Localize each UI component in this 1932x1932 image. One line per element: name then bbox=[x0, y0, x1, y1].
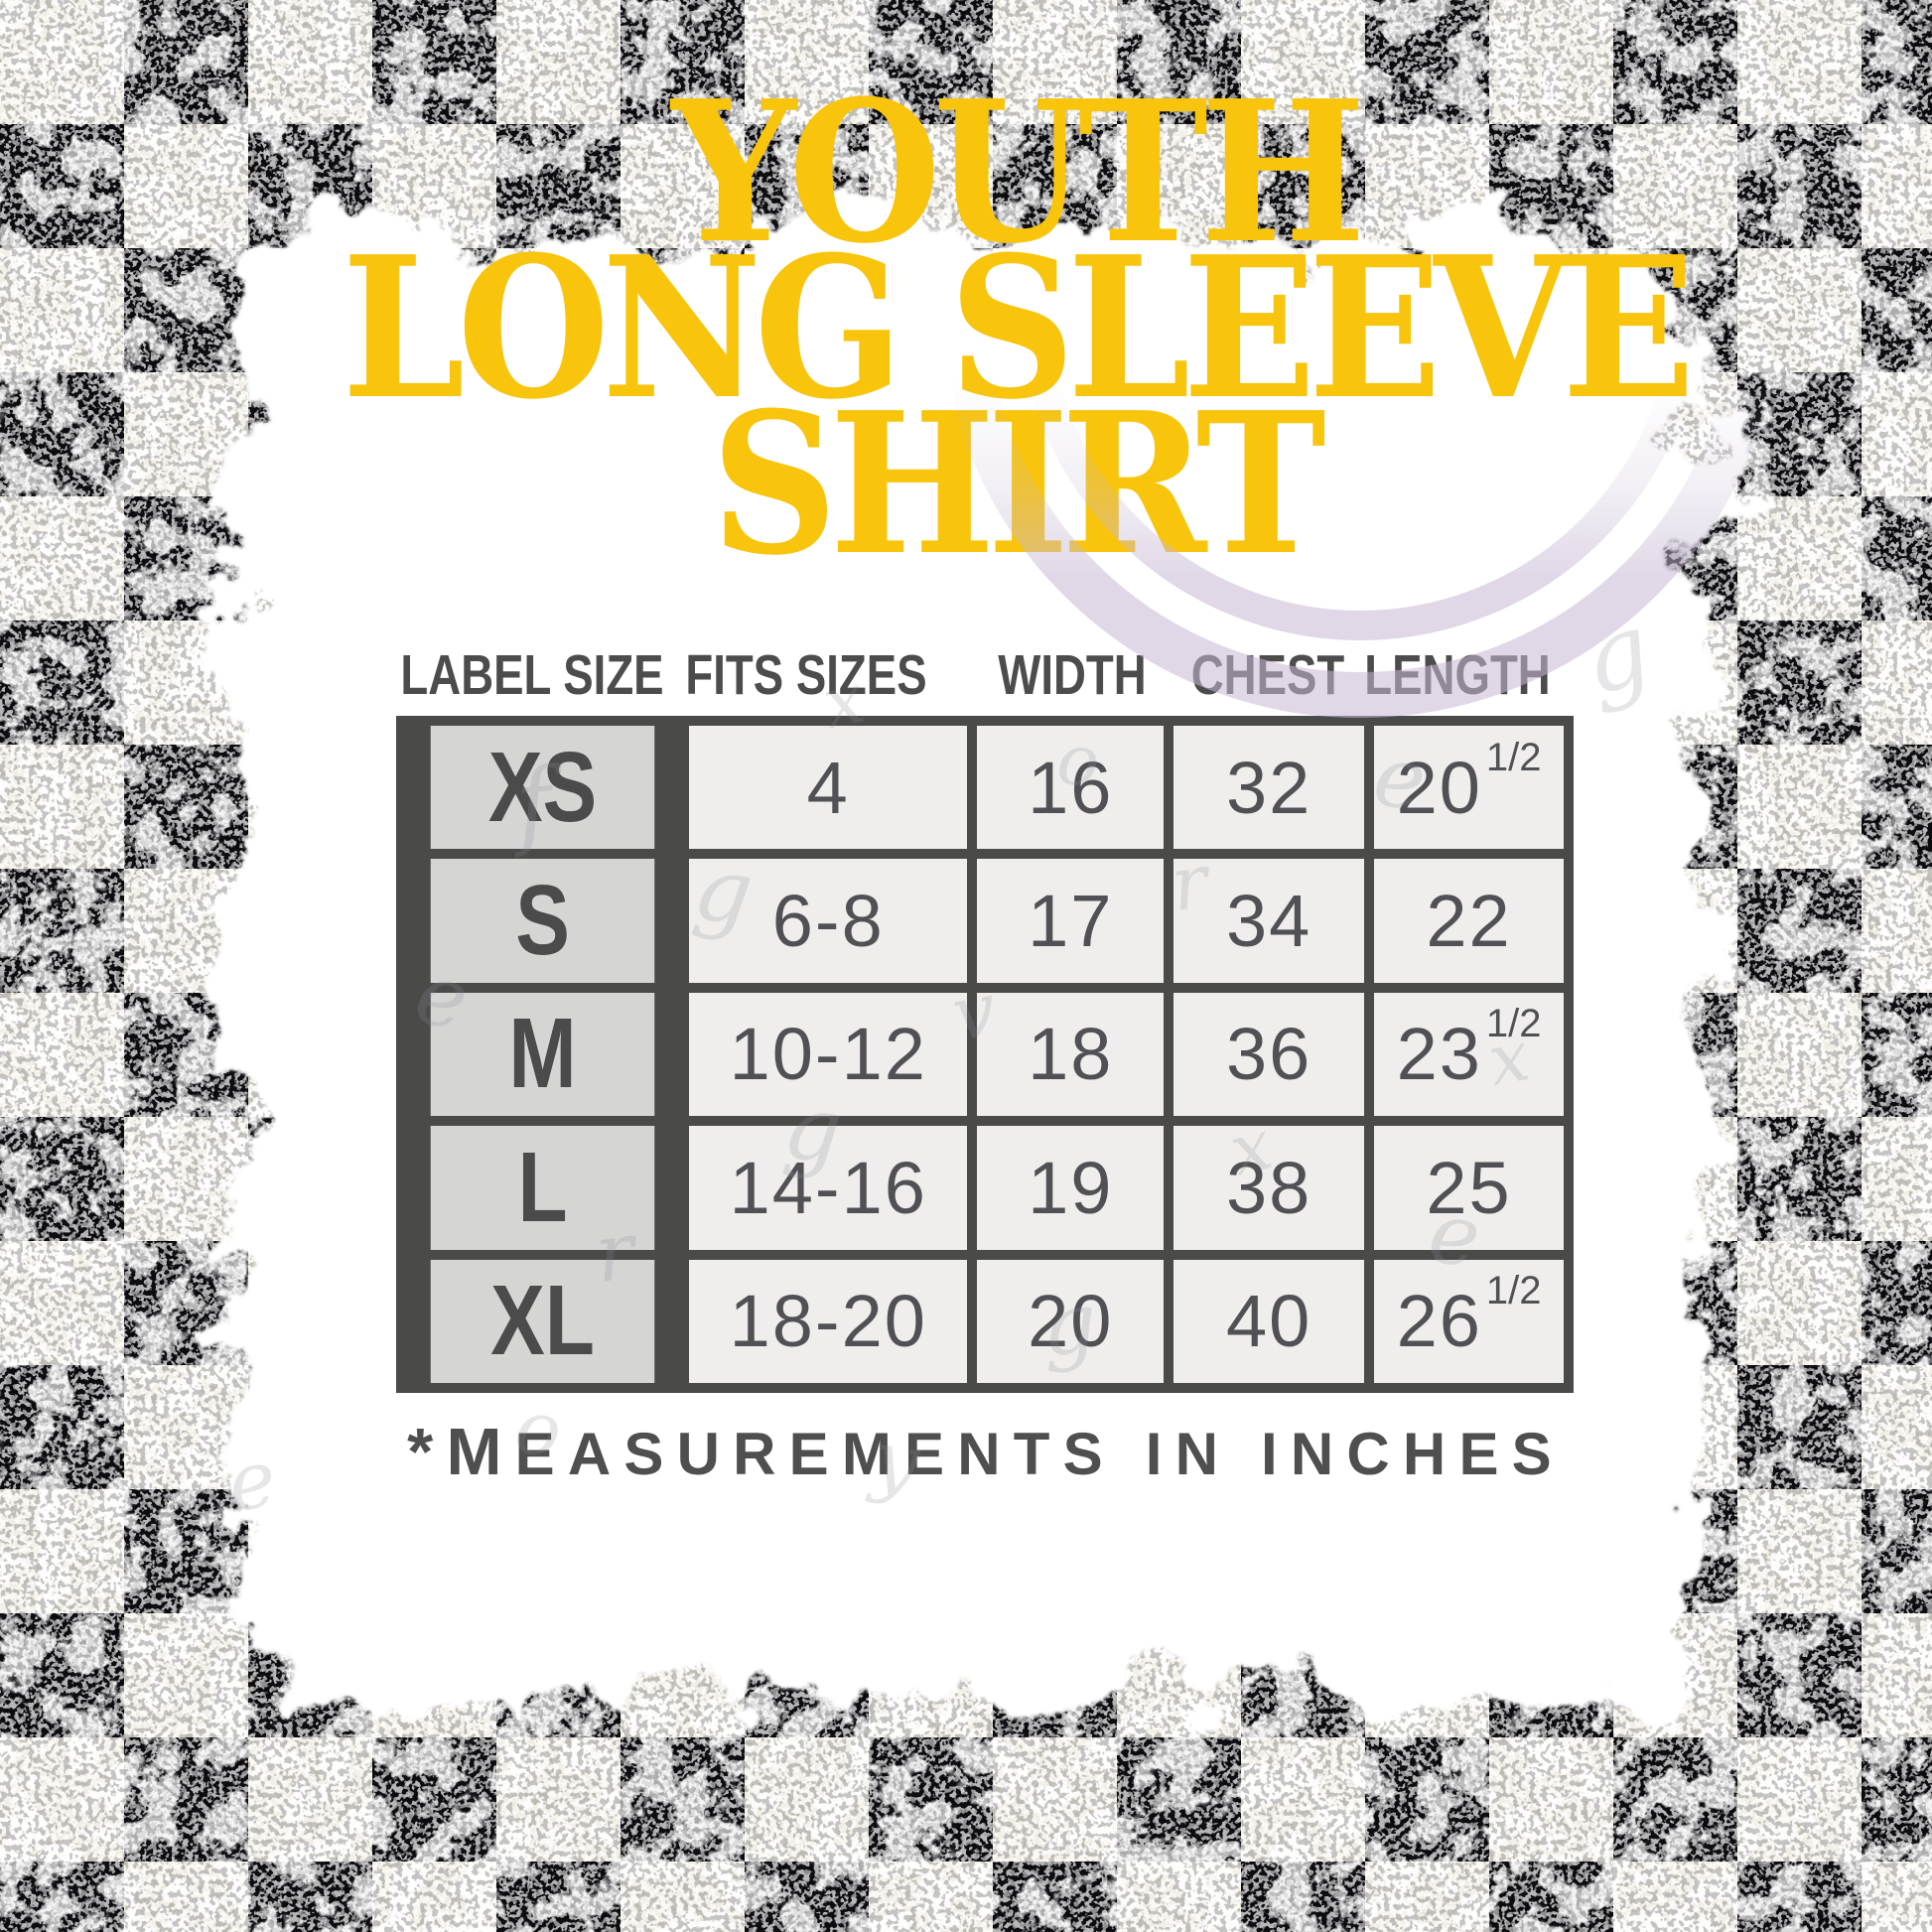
column-header-width: WIDTH bbox=[998, 643, 1147, 707]
table-cell-chest: 40 bbox=[1173, 1259, 1365, 1383]
circle-logo-watermark bbox=[953, 377, 1773, 718]
column-header-fits-sizes: FITS SIZES bbox=[685, 643, 927, 707]
table-row-label: S bbox=[430, 859, 655, 983]
table-cell-chest: 34 bbox=[1173, 859, 1365, 983]
table-cell-length: 26 1/2 bbox=[1374, 1259, 1564, 1383]
table-cell-width: 16 bbox=[977, 726, 1165, 850]
table-row-label: M bbox=[430, 992, 655, 1117]
table-cell-chest: 38 bbox=[1173, 1126, 1365, 1250]
table-row-label: L bbox=[430, 1126, 655, 1250]
table-cell-length: 20 1/2 bbox=[1374, 726, 1564, 850]
table-cell-length: 23 1/2 bbox=[1374, 992, 1564, 1117]
table-cell-fits: 18-20 bbox=[689, 1259, 968, 1383]
fraction-superscript: 1/2 bbox=[1485, 1002, 1542, 1046]
table-cell-fits: 6-8 bbox=[689, 859, 968, 983]
table-cell-length: 22 bbox=[1374, 859, 1564, 983]
fraction-superscript: 1/2 bbox=[1485, 735, 1542, 779]
table-row-label: XL bbox=[430, 1259, 655, 1383]
fraction-superscript: 1/2 bbox=[1485, 1269, 1542, 1313]
title-line-2: LONG SLEEVE bbox=[342, 214, 1695, 443]
table-cell-width: 20 bbox=[977, 1259, 1165, 1383]
measurements-footnote: *MEASUREMENTS IN INCHES bbox=[407, 1415, 1565, 1489]
table-cell-chest: 36 bbox=[1173, 992, 1365, 1117]
title-line-1: YOUTH bbox=[671, 59, 1366, 287]
column-header-label-size: LABEL SIZE bbox=[400, 643, 664, 707]
table-cell-width: 18 bbox=[977, 992, 1165, 1117]
table-cell-fits: 14-16 bbox=[689, 1126, 968, 1250]
table-cell-chest: 32 bbox=[1173, 726, 1365, 850]
table-cell-length: 25 bbox=[1374, 1126, 1564, 1250]
table-cell-fits: 10-12 bbox=[689, 992, 968, 1117]
size-table: XS 4 16 32 20 1/2 S 6-8 17 34 22 M 10-12 … bbox=[396, 716, 1574, 1393]
table-cell-fits: 4 bbox=[689, 726, 968, 850]
table-cell-width: 17 bbox=[977, 859, 1165, 983]
table-row-label: XS bbox=[430, 726, 655, 850]
page-title: YOUTH LONG SLEEVE SHIRT bbox=[342, 59, 1695, 582]
table-cell-width: 19 bbox=[977, 1126, 1165, 1250]
